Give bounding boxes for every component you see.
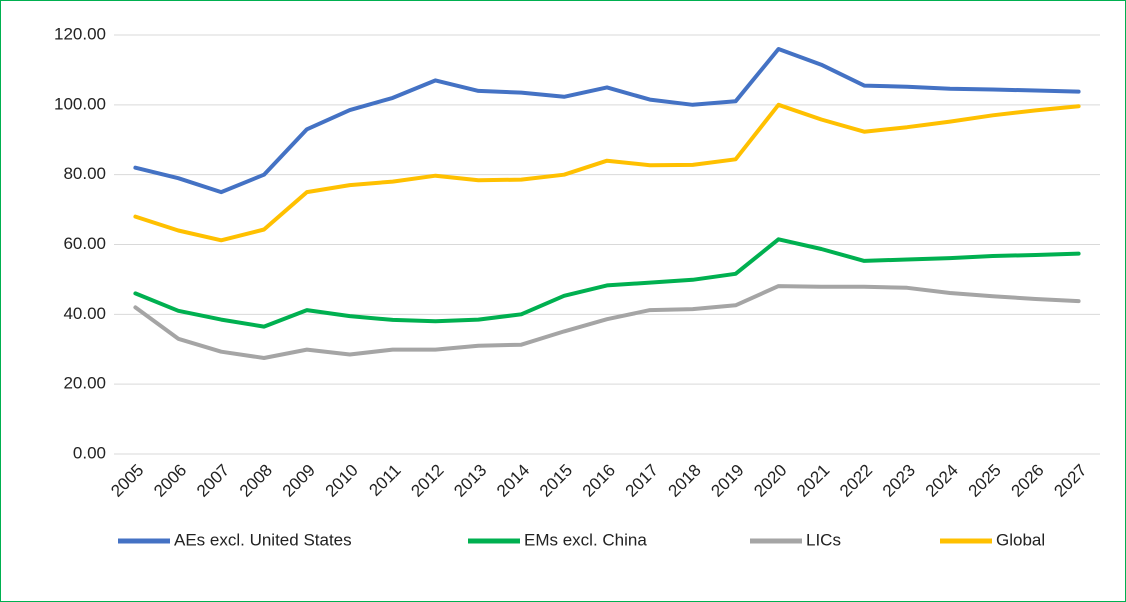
y-tick-label: 0.00 bbox=[73, 443, 106, 462]
y-tick-label: 100.00 bbox=[54, 94, 106, 113]
series-line bbox=[133, 47, 1081, 195]
legend-label: EMs excl. China bbox=[524, 530, 647, 549]
legend-label: Global bbox=[996, 530, 1045, 549]
y-tick-label: 20.00 bbox=[63, 374, 106, 393]
series-line bbox=[133, 284, 1081, 360]
y-tick-label: 120.00 bbox=[54, 24, 106, 43]
legend-label: LICs bbox=[806, 530, 841, 549]
series-line bbox=[133, 237, 1081, 329]
y-tick-label: 60.00 bbox=[63, 234, 106, 253]
y-tick-label: 80.00 bbox=[63, 164, 106, 183]
legend-label: AEs excl. United States bbox=[174, 530, 352, 549]
y-tick-label: 40.00 bbox=[63, 304, 106, 323]
series-line bbox=[133, 102, 1081, 243]
